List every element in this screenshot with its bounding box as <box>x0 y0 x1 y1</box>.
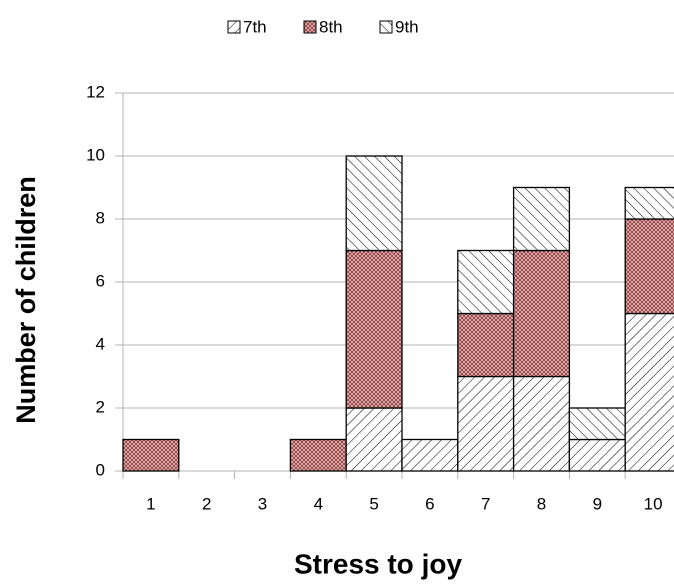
bar-segment <box>289 438 347 472</box>
bar-segment <box>345 407 403 472</box>
legend-swatch <box>303 20 317 34</box>
x-tick-label: 3 <box>258 494 267 513</box>
legend-swatch <box>379 20 393 34</box>
y-tick-label: 10 <box>86 145 105 164</box>
bar-segment <box>624 186 674 220</box>
bar-segment <box>512 249 571 378</box>
bar-segment <box>512 186 571 252</box>
bar-segment <box>122 438 180 472</box>
x-tick-label: 1 <box>146 494 155 513</box>
y-tick-label: 2 <box>96 397 105 416</box>
x-tick-label: 8 <box>537 494 546 513</box>
bar-segment <box>457 375 515 472</box>
y-axis-title: Number of children <box>11 176 41 424</box>
legend-label: 9th <box>395 17 419 36</box>
y-tick-label: 0 <box>96 460 105 479</box>
y-tick-label: 6 <box>96 271 105 290</box>
y-tick-label: 8 <box>96 208 105 227</box>
bar-segment <box>457 312 515 378</box>
legend-swatch <box>227 20 241 34</box>
bar-segment <box>345 249 403 409</box>
x-tick-label: 6 <box>425 494 434 513</box>
y-tick-label: 12 <box>86 82 105 101</box>
x-axis-title: Stress to joy <box>294 548 462 579</box>
x-tick-label: 2 <box>202 494 211 513</box>
x-tick-label: 4 <box>314 494 323 513</box>
x-tick-label: 10 <box>644 494 663 513</box>
bar-segment <box>457 249 515 315</box>
x-tick-label: 7 <box>481 494 490 513</box>
bar-segment <box>624 218 674 315</box>
x-tick-label: 5 <box>369 494 378 513</box>
bar-segment <box>568 438 626 472</box>
x-tick-label: 9 <box>593 494 602 513</box>
bar-segment <box>401 438 459 472</box>
bar-segment <box>512 375 571 472</box>
bar-segment <box>624 312 674 472</box>
bar-segment <box>568 407 626 441</box>
legend-label: 8th <box>319 17 343 36</box>
bar-segment <box>345 155 403 252</box>
y-tick-label: 4 <box>96 334 105 353</box>
legend-label: 7th <box>243 17 267 36</box>
